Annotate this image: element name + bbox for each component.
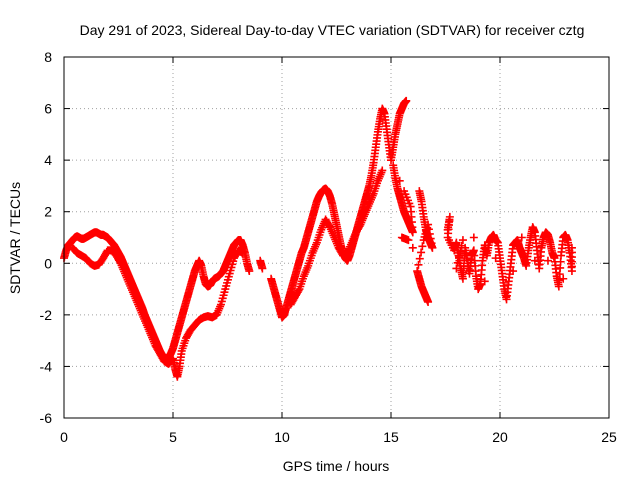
data-point [417,248,426,257]
y-tick-label: 6 [44,101,52,117]
x-tick-label: 25 [601,429,617,445]
data-point [458,236,467,245]
data-point [456,247,465,256]
x-tick-label: 20 [492,429,508,445]
data-point [543,256,552,265]
data-point [415,254,424,263]
data-point [355,222,364,231]
data-point [517,233,526,242]
data-point [258,264,267,273]
data-point [509,267,518,276]
x-tick-label: 5 [169,429,177,445]
data-points [60,96,576,381]
data-point [567,243,576,252]
y-tick-label: -6 [40,410,53,426]
chart-title: Day 291 of 2023, Sidereal Day-to-day VTE… [80,22,585,38]
data-point [395,176,404,185]
y-tick-label: 2 [44,204,52,220]
data-point [427,239,436,248]
y-tick-label: -4 [40,358,53,374]
data-point [418,242,427,251]
plot-frame [63,56,610,419]
data-point [402,96,411,105]
data-point [245,267,254,276]
data-point [559,274,568,283]
x-axis-label: GPS time / hours [283,458,390,474]
data-point [530,256,539,265]
y-tick-label: 4 [44,152,52,168]
data-point [419,236,428,245]
data-point [414,260,423,269]
data-point [325,221,334,230]
data-point [457,241,466,250]
y-tick-label: -2 [40,307,53,323]
y-tick-label: 8 [44,49,52,65]
data-point [408,243,417,252]
data-point [238,248,247,257]
data-point [428,243,437,252]
data-point [294,286,303,295]
data-point [453,258,462,267]
data-point [491,254,500,263]
data-point [469,233,478,242]
data-point [452,264,461,273]
data-point [480,277,489,286]
data-point [397,233,406,242]
axis-ticks: 0 5 10 15 20 25 -6 -4 -2 0 2 4 6 8 [40,49,617,445]
x-tick-label: 10 [274,429,290,445]
data-point [378,166,387,175]
data-point [400,187,409,196]
data-point [426,234,435,243]
data-point [455,253,464,262]
data-point [424,297,433,306]
data-point [115,257,124,266]
y-axis-label: SDTVAR / TECUs [7,182,23,294]
x-tick-label: 15 [383,429,399,445]
y-tick-label: 0 [44,255,52,271]
x-tick-label: 0 [60,429,68,445]
